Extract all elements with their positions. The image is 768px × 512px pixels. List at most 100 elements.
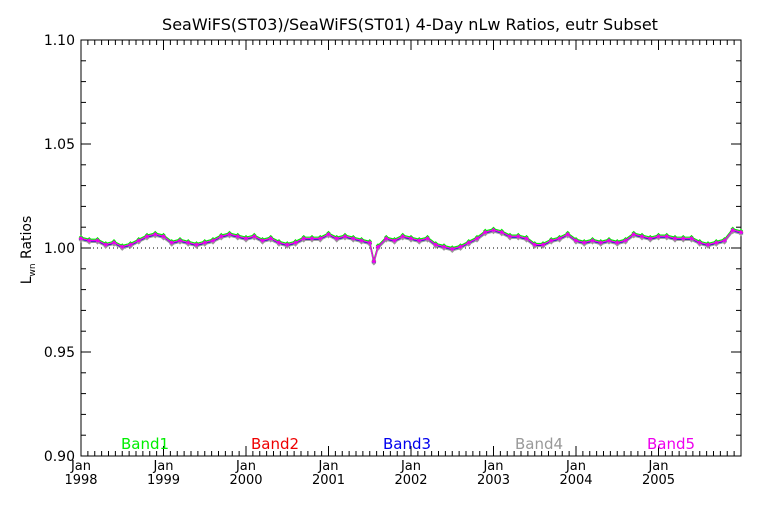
data-point — [371, 259, 377, 264]
data-point — [177, 238, 183, 243]
series-band5 — [78, 227, 744, 264]
data-point — [656, 234, 661, 239]
data-point — [78, 236, 84, 241]
series-band2 — [78, 228, 744, 265]
data-point — [416, 238, 422, 243]
x-tick-year: 2002 — [394, 473, 427, 488]
data-point — [598, 240, 604, 245]
data-point — [672, 236, 678, 241]
data-point — [260, 238, 265, 243]
legend-label-band2: Band2 — [251, 435, 299, 453]
x-tick-year: 2000 — [229, 473, 262, 488]
x-tick-month: Jan — [235, 459, 256, 474]
x-tick-year: 2005 — [642, 473, 675, 488]
y-tick-label: 1.00 — [44, 241, 75, 257]
data-point — [218, 234, 224, 239]
data-point — [194, 242, 199, 247]
data-point — [433, 242, 439, 247]
data-point — [590, 238, 595, 243]
data-point — [425, 236, 430, 241]
data-point — [689, 236, 694, 241]
x-tick-month: Jan — [152, 459, 173, 474]
data-point — [581, 240, 587, 245]
data-point — [664, 234, 670, 239]
data-point — [342, 234, 348, 239]
data-point — [202, 240, 208, 245]
data-point — [532, 242, 538, 247]
data-point — [680, 236, 686, 241]
legend: Band1 Band2 Band3 Band4 Band5 — [121, 435, 695, 453]
legend-label-band1: Band1 — [121, 435, 169, 453]
data-point — [631, 231, 637, 237]
data-point — [103, 242, 109, 247]
data-point — [119, 244, 125, 250]
data-point — [515, 234, 521, 239]
x-tick-month: Jan — [317, 459, 338, 474]
data-point — [235, 234, 241, 239]
x-tick-year: 1998 — [64, 473, 97, 488]
x-tick-month: Jan — [70, 459, 91, 474]
data-point — [128, 242, 133, 247]
x-tick-month: Jan — [647, 459, 668, 474]
data-point — [557, 236, 562, 241]
data-point — [268, 236, 274, 241]
y-axis-label: Lwn Ratios — [19, 216, 38, 285]
data-point — [639, 234, 645, 239]
data-point — [507, 234, 513, 239]
data-point — [301, 236, 307, 241]
data-point — [284, 242, 290, 247]
legend-label-band4: Band4 — [515, 435, 563, 453]
data-point — [392, 238, 397, 243]
data-point — [548, 238, 554, 243]
data-point — [614, 240, 620, 245]
legend-label-band5: Band5 — [647, 435, 695, 453]
series-group — [78, 226, 744, 266]
x-tick-year: 2004 — [559, 473, 592, 488]
data-point — [375, 244, 381, 250]
series-line — [80, 231, 742, 264]
data-point — [565, 231, 571, 237]
data-point — [326, 231, 331, 237]
data-point — [722, 238, 727, 243]
data-point — [458, 244, 463, 250]
data-point — [713, 240, 719, 245]
data-point — [276, 240, 282, 245]
data-point — [573, 238, 579, 243]
data-point — [86, 238, 92, 243]
data-point — [350, 236, 356, 241]
data-point — [227, 231, 232, 237]
chart-title: SeaWiFS(ST03)/SeaWiFS(ST01) 4-Day nLw Ra… — [162, 15, 658, 34]
data-point — [95, 238, 100, 243]
svg-text:Lwn Ratios: Lwn Ratios — [19, 216, 38, 285]
data-point — [647, 236, 653, 241]
data-point — [293, 240, 298, 245]
data-point — [210, 238, 216, 243]
data-point — [317, 236, 323, 241]
data-point — [243, 236, 249, 241]
data-point — [185, 240, 191, 245]
y-tick-label: 1.05 — [44, 137, 75, 153]
data-point — [383, 236, 389, 241]
y-tick-label: 0.90 — [44, 449, 75, 465]
data-point — [144, 234, 150, 239]
y-tick-label: 0.95 — [44, 345, 75, 361]
data-point — [474, 236, 480, 241]
y-axis-label-rest: Ratios — [19, 216, 35, 264]
data-point — [309, 236, 315, 241]
data-point — [111, 240, 117, 245]
data-point — [730, 227, 736, 233]
data-point — [161, 234, 166, 239]
data-point — [152, 231, 158, 237]
data-point — [499, 229, 505, 235]
x-tick-month: Jan — [400, 459, 421, 474]
x-axis: Jan1998Jan1999Jan2000Jan2001Jan2002Jan20… — [64, 40, 735, 488]
data-point — [738, 229, 744, 235]
data-point — [524, 236, 529, 241]
data-point — [482, 229, 488, 235]
data-point — [623, 238, 628, 243]
data-point — [540, 242, 546, 247]
data-point — [705, 242, 711, 247]
data-point — [334, 236, 340, 241]
y-axis-label-subscript: wn — [28, 263, 38, 276]
